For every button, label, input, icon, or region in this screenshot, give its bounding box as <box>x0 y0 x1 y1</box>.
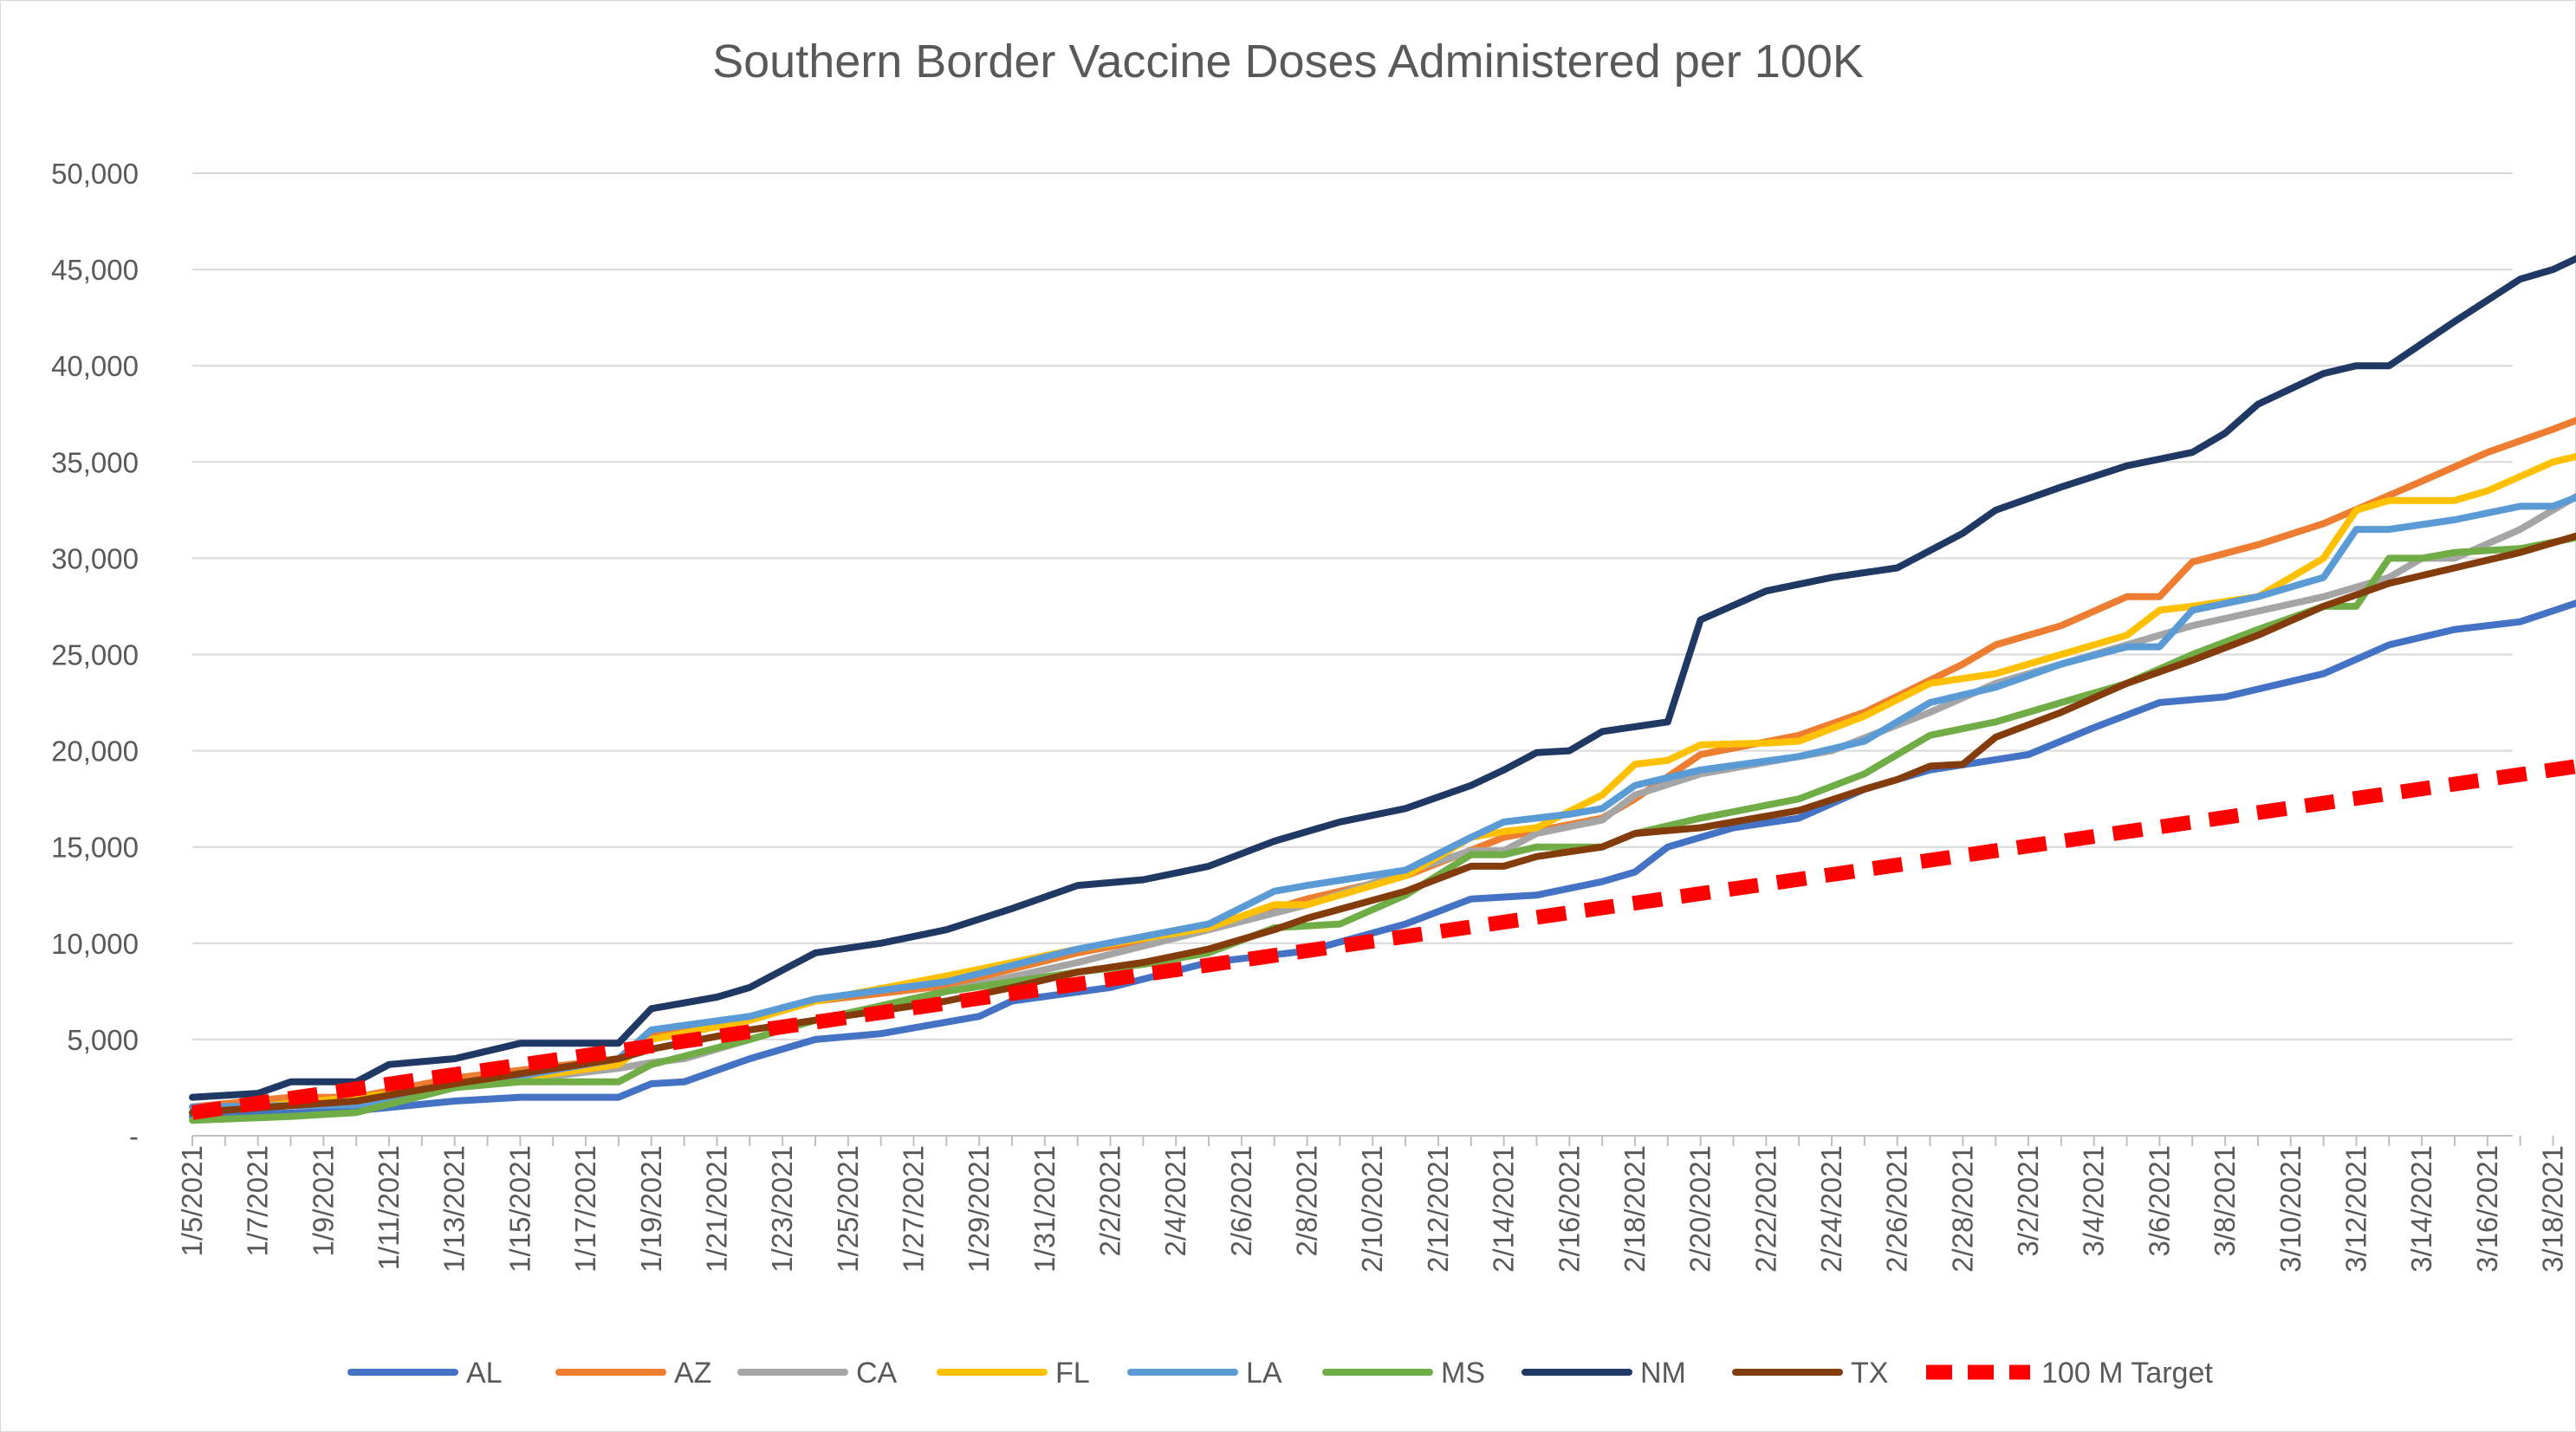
x-tick-label: 2/18/2021 <box>1619 1145 1651 1273</box>
series-line-fl <box>189 452 2576 1117</box>
x-tick-label: 2/16/2021 <box>1553 1145 1585 1273</box>
x-tick-label: 3/6/2021 <box>2143 1145 2175 1256</box>
legend-label: MS <box>1441 1357 1485 1390</box>
x-tick-label: 1/31/2021 <box>1028 1145 1061 1273</box>
x-tick-label: 2/8/2021 <box>1291 1145 1323 1256</box>
x-tick-label: 2/12/2021 <box>1422 1145 1454 1273</box>
y-tick-label: 50,000 <box>51 158 139 190</box>
y-tick-label: 25,000 <box>51 639 139 671</box>
x-tick-label: 3/2/2021 <box>2012 1145 2044 1256</box>
x-tick-label: 3/14/2021 <box>2405 1145 2437 1273</box>
y-tick-label: - <box>129 1120 139 1152</box>
x-tick-label: 3/12/2021 <box>2339 1145 2372 1273</box>
y-tick-label: 10,000 <box>51 928 139 960</box>
x-tick-label: 1/19/2021 <box>635 1145 667 1273</box>
legend-label: 100 M Target <box>2041 1357 2213 1390</box>
x-tick-label: 2/22/2021 <box>1749 1145 1781 1273</box>
x-tick-label: 2/10/2021 <box>1356 1145 1388 1273</box>
series-line-nm <box>189 255 2576 1101</box>
x-tick-label: 1/21/2021 <box>700 1145 732 1273</box>
legend-label: AL <box>466 1357 503 1390</box>
x-tick-label: 3/8/2021 <box>2209 1145 2241 1256</box>
x-tick-label: 2/2/2021 <box>1094 1145 1126 1256</box>
y-tick-label: 40,000 <box>51 350 139 382</box>
x-tick-label: 1/27/2021 <box>897 1145 929 1273</box>
x-tick-label: 3/18/2021 <box>2536 1145 2568 1273</box>
x-tick-label: 2/14/2021 <box>1488 1145 1520 1273</box>
axes: - 5,000 10,000 15,000 20,000 25,000 30,000 35,0… <box>51 158 2568 1273</box>
x-tick-label: 1/11/2021 <box>373 1145 405 1270</box>
y-tick-label: 45,000 <box>51 254 139 286</box>
series-line-ca <box>189 492 2576 1117</box>
x-tick-label: 1/9/2021 <box>307 1145 339 1256</box>
legend-label: LA <box>1246 1357 1282 1390</box>
series-line-al <box>189 599 2576 1120</box>
series-line-la <box>189 494 2576 1111</box>
chart-title: Southern Border Vaccine Doses Administer… <box>712 36 1864 87</box>
x-tick-label: 1/25/2021 <box>832 1145 864 1273</box>
x-tick-label: 1/29/2021 <box>963 1145 995 1273</box>
x-tick-label: 3/4/2021 <box>2078 1145 2110 1256</box>
x-tick-label: 1/5/2021 <box>176 1145 208 1256</box>
x-tick-label: 3/16/2021 <box>2471 1145 2503 1273</box>
x-tick-label: 1/17/2021 <box>569 1145 601 1273</box>
series-line-az <box>189 417 2576 1111</box>
x-tick-label: 2/28/2021 <box>1946 1145 1978 1273</box>
x-tick-label: 2/6/2021 <box>1225 1145 1257 1256</box>
x-tick-label: 2/20/2021 <box>1684 1145 1716 1273</box>
y-tick-label: 20,000 <box>51 735 139 768</box>
y-tick-label: 15,000 <box>51 832 139 864</box>
gridlines <box>192 172 2513 1040</box>
x-tick-label: 1/23/2021 <box>766 1145 798 1273</box>
y-tick-label: 35,000 <box>51 446 139 478</box>
legend-label: TX <box>1851 1357 1888 1390</box>
legend-label: NM <box>1640 1357 1686 1390</box>
legend: AL AZ CA FL LA MS NM TX 100 M Target <box>347 1357 2213 1390</box>
y-tick-label: 30,000 <box>51 542 139 574</box>
legend-label: FL <box>1055 1357 1090 1390</box>
x-tick-label: 1/15/2021 <box>503 1145 535 1273</box>
y-tick-label: 5,000 <box>67 1024 139 1056</box>
series-lines <box>189 255 2576 1124</box>
x-tick-label: 1/13/2021 <box>438 1145 470 1273</box>
legend-label: CA <box>856 1357 898 1390</box>
x-tick-label: 2/26/2021 <box>1881 1145 1913 1273</box>
x-tick-label: 2/24/2021 <box>1815 1145 1847 1273</box>
x-tick-label: 2/4/2021 <box>1159 1145 1191 1256</box>
x-tick-label: 1/7/2021 <box>242 1145 274 1256</box>
series-line-100-m-target <box>191 759 2576 1120</box>
legend-label: AZ <box>674 1357 711 1390</box>
x-tick-label: 3/10/2021 <box>2274 1145 2307 1273</box>
